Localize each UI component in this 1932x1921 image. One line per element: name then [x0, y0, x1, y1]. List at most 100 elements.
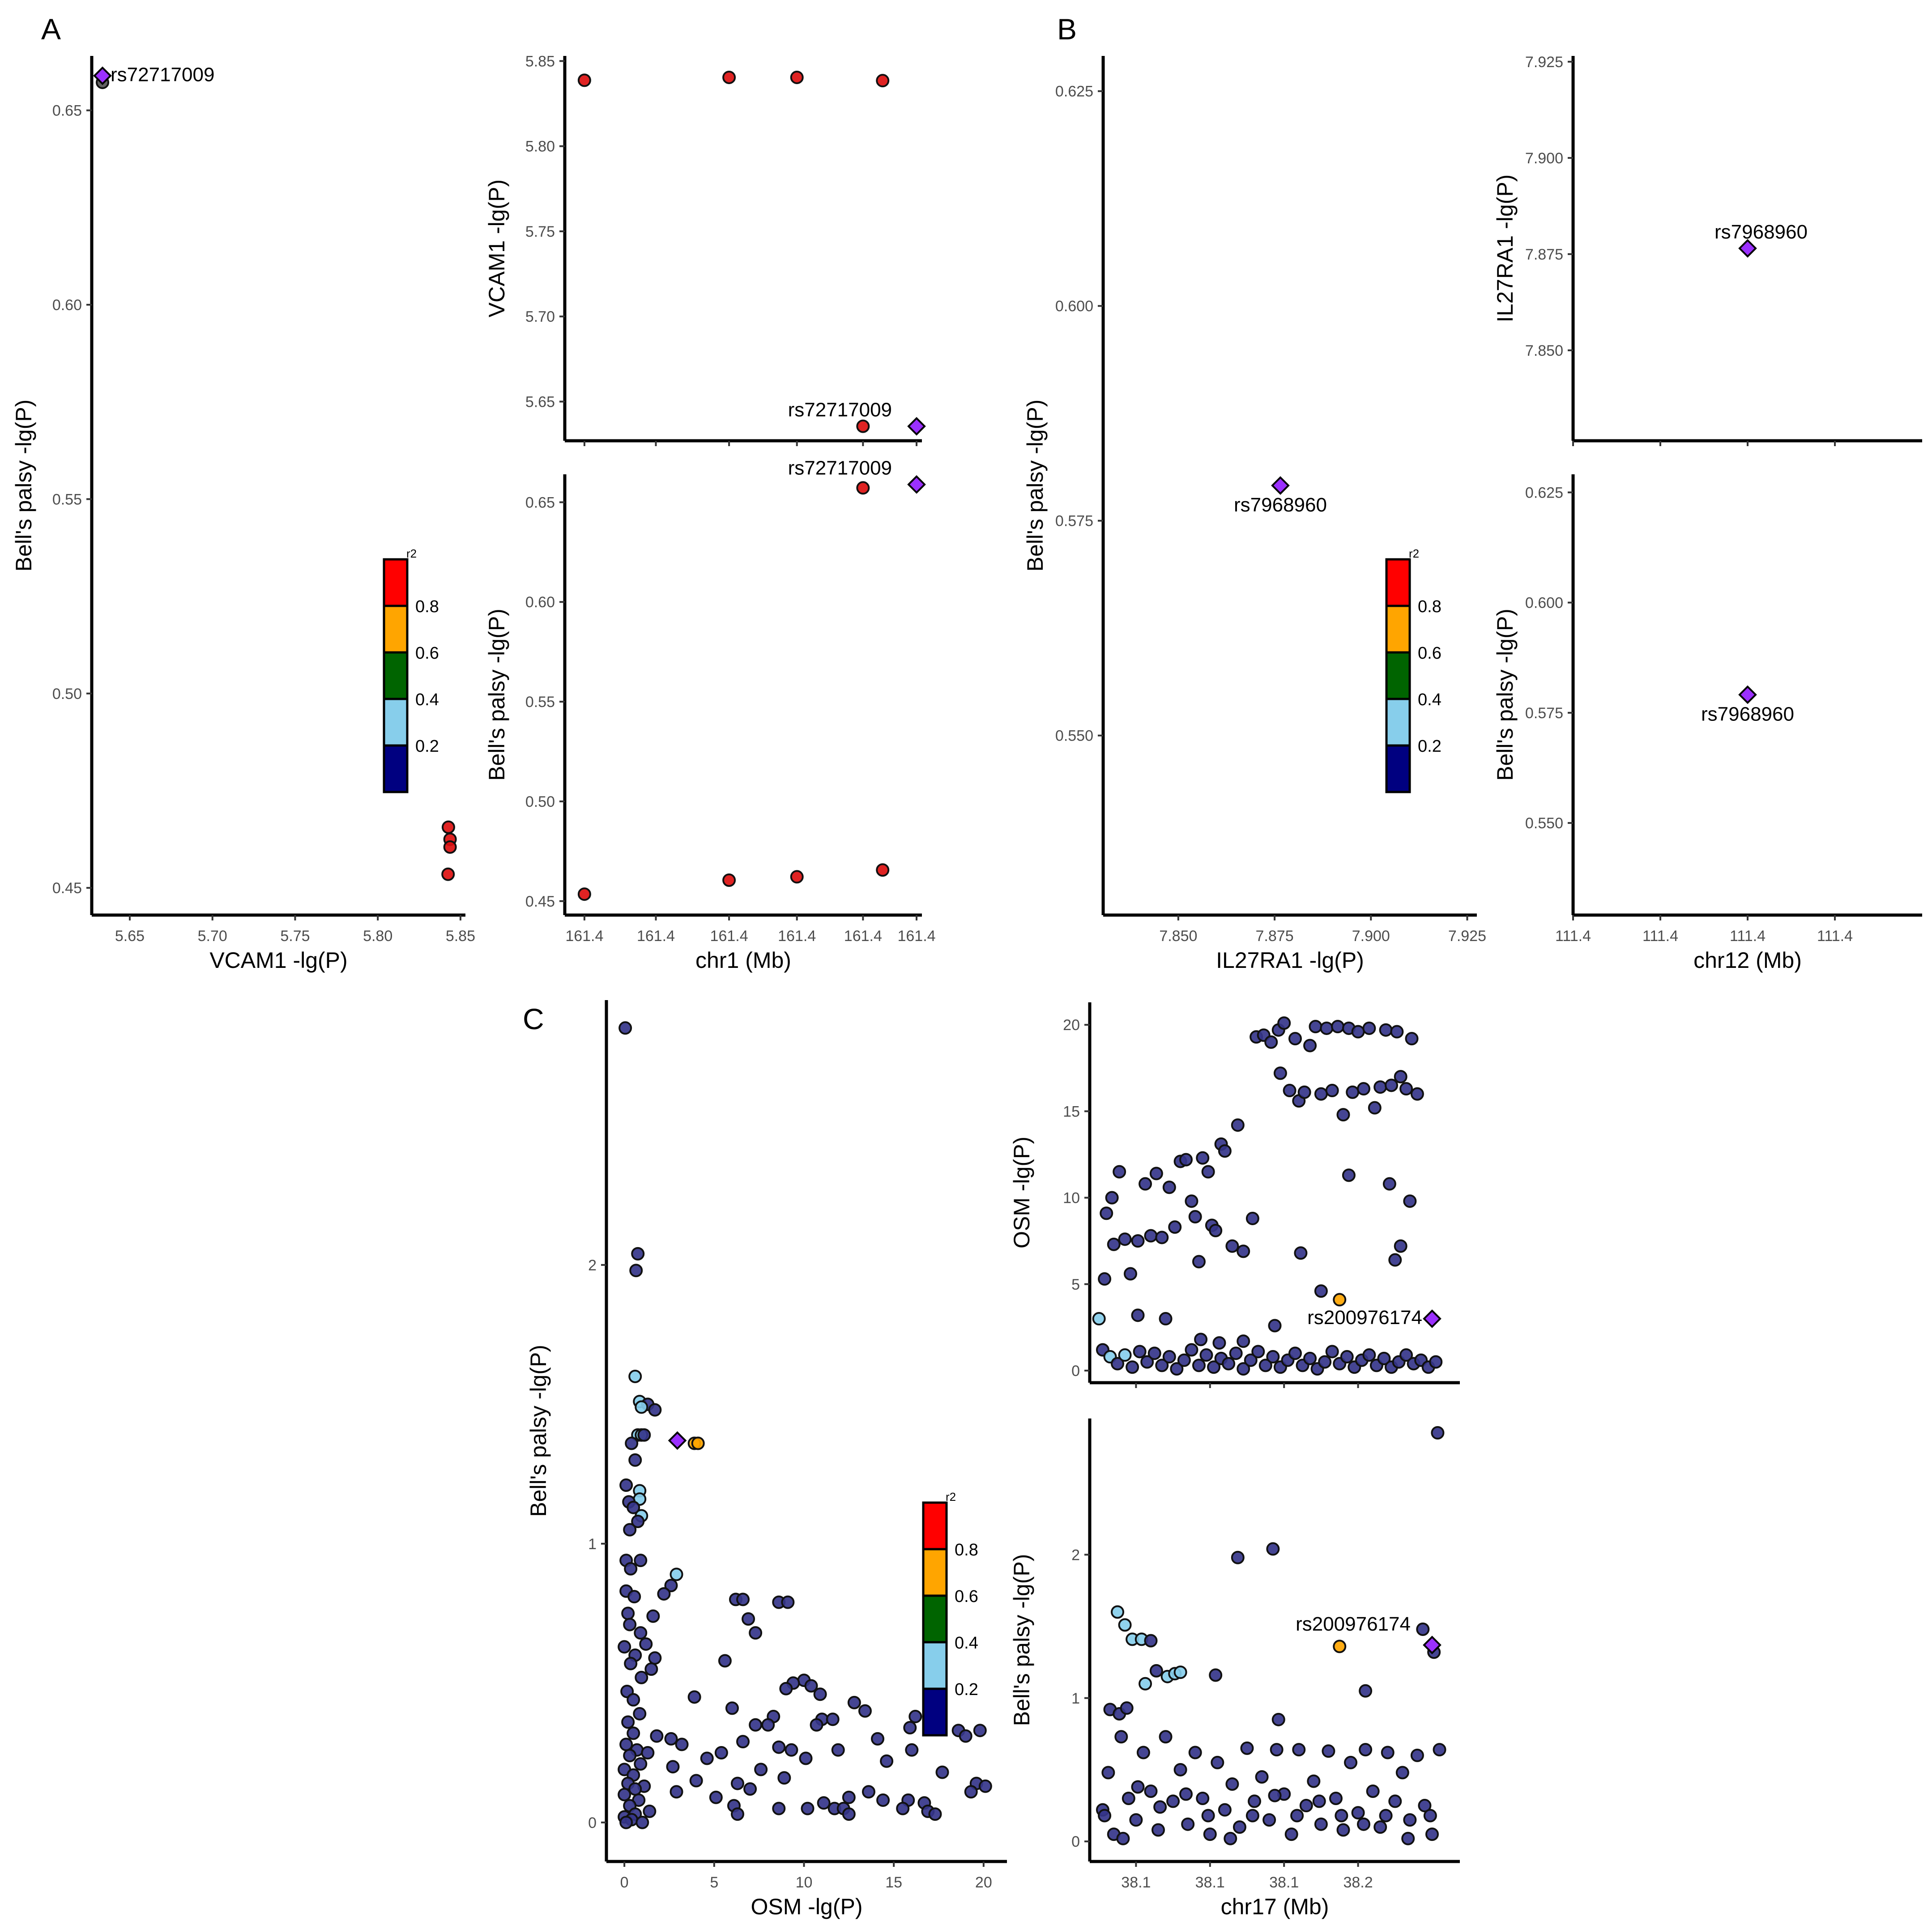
data-point: [624, 1562, 638, 1576]
data-point: [1240, 1741, 1254, 1755]
lead-snp-label: rs7968960: [1714, 221, 1808, 243]
y-tick-label: 0.625: [1525, 484, 1563, 501]
data-point: [1314, 1817, 1328, 1831]
legend-swatch: [383, 698, 409, 747]
legend-swatch: [922, 1687, 948, 1737]
data-point: [1136, 1746, 1150, 1759]
data-point: [1362, 1348, 1376, 1362]
lead-snp-marker: [1738, 685, 1757, 704]
legend-tick-label: 0.6: [1418, 644, 1442, 663]
data-point: [743, 1782, 757, 1796]
data-point: [1255, 1770, 1269, 1784]
x-tick-label: 10: [796, 1874, 813, 1891]
data-point: [1139, 1677, 1152, 1691]
lead-snp-marker: [1738, 239, 1757, 258]
data-point: [634, 1757, 648, 1771]
data-point: [619, 1815, 633, 1829]
y-tick-label: 5.75: [525, 223, 555, 240]
data-point: [1237, 1334, 1250, 1348]
data-point: [1201, 1809, 1215, 1823]
data-point: [1394, 1239, 1407, 1253]
data-point: [978, 1779, 992, 1793]
data-point: [1244, 1353, 1258, 1367]
legend-swatch: [1385, 605, 1411, 654]
data-point: [1188, 1746, 1202, 1759]
data-point: [1224, 1832, 1237, 1845]
data-point: [1277, 1016, 1291, 1030]
data-point: [1144, 1229, 1158, 1243]
data-point: [880, 1754, 894, 1768]
data-point: [1155, 1231, 1169, 1244]
data-point: [1207, 1360, 1221, 1374]
data-point: [1379, 1809, 1393, 1823]
lead-snp-label: rs7968960: [1701, 703, 1794, 725]
x-tick-label: 0: [620, 1874, 629, 1891]
legend-tick-label: 0.8: [955, 1541, 978, 1559]
data-point: [908, 1710, 922, 1724]
lead-snp-marker: [1423, 1636, 1442, 1655]
data-point: [1403, 1813, 1417, 1827]
data-point: [1118, 1618, 1132, 1632]
data-point: [1425, 1827, 1439, 1841]
y-axis-title: Bell's palsy -lg(P): [1493, 609, 1518, 781]
x-tick-label: 111.4: [1555, 928, 1591, 945]
y-tick-label: 5.85: [525, 53, 555, 70]
chart-a-top: 5.65 5.70 5.75 5.80 5.85 VCAM1 -lg(P) rs727170…: [484, 53, 926, 446]
y-axis-title: OSM -lg(P): [1009, 1137, 1034, 1248]
data-point: [664, 1732, 678, 1746]
data-point: [631, 1247, 645, 1261]
data-point: [1303, 1351, 1317, 1365]
data-point: [627, 1590, 641, 1604]
data-point: [637, 1428, 651, 1442]
data-point: [736, 1593, 750, 1606]
data-point: [1144, 1634, 1158, 1648]
x-axis-title: chr1 (Mb): [695, 948, 791, 973]
data-point: [1245, 1211, 1259, 1225]
data-point: [1395, 1766, 1409, 1780]
data-point: [1107, 1237, 1121, 1251]
data-point: [1114, 1730, 1128, 1744]
legend-tick-label: 0.4: [1418, 690, 1442, 709]
data-point: [1173, 1665, 1187, 1679]
data-point: [1405, 1032, 1419, 1046]
data-point: [1342, 1168, 1356, 1182]
data-point: [441, 820, 455, 834]
data-point: [627, 1726, 640, 1740]
data-point: [1359, 1743, 1373, 1757]
y-tick-label: 0.550: [1525, 815, 1563, 832]
data-point: [856, 419, 870, 433]
data-point: [1356, 1817, 1370, 1831]
data-point: [1290, 1809, 1304, 1823]
data-point: [1181, 1817, 1195, 1831]
data-point: [1196, 1792, 1210, 1806]
data-point: [1098, 1272, 1112, 1286]
data-point: [1344, 1755, 1358, 1769]
data-point: [618, 1788, 631, 1802]
data-point: [749, 1718, 763, 1732]
data-point: [1303, 1039, 1317, 1052]
x-axis-title: IL27RA1 -lg(P): [1216, 948, 1364, 973]
data-point: [1312, 1794, 1326, 1808]
data-point: [621, 1715, 635, 1729]
lead-snp-label: rs200976174: [1307, 1307, 1422, 1329]
lead-snp-marker: [668, 1431, 687, 1450]
data-point: [631, 1514, 645, 1528]
data-point: [666, 1760, 680, 1774]
data-point: [725, 1701, 739, 1715]
y-tick-label: 0.45: [52, 880, 82, 897]
data-point: [1105, 1191, 1119, 1205]
y-tick-label: 0.65: [52, 102, 82, 119]
x-axis-title: chr17 (Mb): [1221, 1894, 1329, 1919]
data-point: [1268, 1319, 1282, 1333]
data-point: [1433, 1743, 1446, 1757]
data-point: [1159, 1312, 1173, 1326]
data-point: [1209, 1668, 1223, 1682]
data-point: [623, 1618, 637, 1631]
data-point: [1297, 1085, 1311, 1099]
y-axis-title: Bell's palsy -lg(P): [1009, 1554, 1034, 1726]
data-point: [1307, 1774, 1321, 1788]
y-tick-label: 0.60: [525, 594, 555, 611]
data-point: [1351, 1025, 1365, 1039]
lead-snp-label: rs72717009: [788, 399, 892, 421]
